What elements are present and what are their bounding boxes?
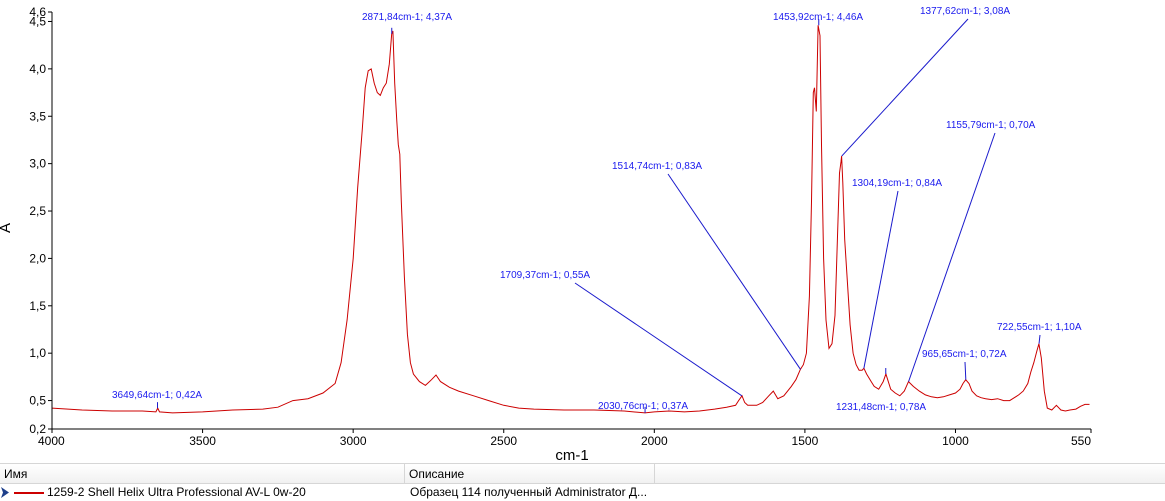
- spectrum-line: [51, 25, 1090, 414]
- annotation-leader-line: [841, 18, 969, 157]
- annotation-leader-line: [964, 361, 967, 380]
- x-tick-label: 4000: [38, 434, 65, 448]
- peak-annotation-label: 1377,62cm-1; 3,08A: [920, 6, 1010, 17]
- y-tick-label: 2,5: [29, 204, 46, 218]
- column-header-name[interactable]: Имя: [0, 464, 405, 484]
- series-color-swatch: [14, 492, 44, 494]
- y-tick-label: 1,0: [29, 346, 46, 360]
- series-name-cell: 1259-2 Shell Helix Ultra Professional AV…: [47, 485, 306, 499]
- x-tick-label: 2000: [641, 434, 668, 448]
- x-tick-label: 3500: [189, 434, 216, 448]
- annotations-group: 2871,84cm-1; 4,37A 3649,64cm-1; 0,42A 2030…: [112, 6, 1082, 413]
- peak-annotation-label: 722,55cm-1; 1,10A: [997, 322, 1082, 333]
- x-tick-label: 1000: [942, 434, 969, 448]
- peak-annotation-label: 3649,64cm-1; 0,42A: [112, 390, 202, 401]
- series-description-cell: Образец 114 полученный Administrator Д..…: [410, 485, 648, 499]
- x-tick-label: 1500: [792, 434, 819, 448]
- table-row[interactable]: 1259-2 Shell Helix Ultra Professional AV…: [0, 484, 1165, 501]
- spectrum-group: [51, 25, 1090, 414]
- column-header-description-label: Описание: [409, 467, 465, 481]
- x-axis-label: cm-1: [555, 447, 588, 462]
- peak-annotation-label: 2030,76cm-1; 0,37A: [598, 401, 688, 412]
- grid-header: Имя Описание: [0, 463, 1165, 484]
- y-tick-label: 0,5: [29, 394, 46, 408]
- spectrum-chart: 4000 3500 3000 2500 2000 1500 1000 550 0,2 0,5 1,0…: [0, 5, 1092, 462]
- peak-annotation-label: 1453,92cm-1; 4,46A: [773, 12, 863, 23]
- column-header-description[interactable]: Описание: [405, 464, 655, 484]
- x-tick-label: 3000: [340, 434, 367, 448]
- peak-annotation-label: 2871,84cm-1; 4,37A: [362, 12, 452, 23]
- axes-group: [51, 12, 1091, 430]
- y-tick-label: 4,0: [29, 62, 46, 76]
- row-selected-arrow-icon: [1, 487, 9, 498]
- peak-annotation-label: 1155,79cm-1; 0,70A: [946, 120, 1036, 131]
- peak-annotation-label: 1514,74cm-1; 0,83A: [612, 161, 702, 172]
- y-tick-label: 3,5: [29, 109, 46, 123]
- y-tick-label: 0,2: [29, 422, 46, 436]
- y-tick-label: 1,5: [29, 299, 46, 313]
- annotation-leader-line: [1038, 334, 1041, 344]
- annotation-leader-line: [574, 282, 743, 397]
- y-tick-label: 2,0: [29, 251, 46, 265]
- y-tick-label: 3,0: [29, 157, 46, 171]
- y-tick-label: 4,6: [29, 5, 46, 19]
- column-header-name-label: Имя: [4, 467, 28, 481]
- peak-annotation-label: 965,65cm-1; 0,72A: [922, 349, 1007, 360]
- peak-annotation-label: 1709,37cm-1; 0,55A: [500, 270, 590, 281]
- annotation-leader-line: [863, 190, 899, 369]
- ticks-group: 4000 3500 3000 2500 2000 1500 1000 550 0,2 0,5 1,0…: [29, 5, 1092, 448]
- y-tick-label: 4,5: [29, 14, 46, 28]
- peak-annotation-label: 1231,48cm-1; 0,78A: [836, 402, 926, 413]
- x-tick-label: 2500: [490, 434, 517, 448]
- peak-annotation-label: 1304,19cm-1; 0,84A: [852, 178, 942, 189]
- annotation-leader-line: [908, 132, 996, 382]
- annotation-leader-line: [667, 173, 801, 370]
- y-axis-label: A: [0, 223, 14, 233]
- x-tick-label: 550: [1071, 434, 1091, 448]
